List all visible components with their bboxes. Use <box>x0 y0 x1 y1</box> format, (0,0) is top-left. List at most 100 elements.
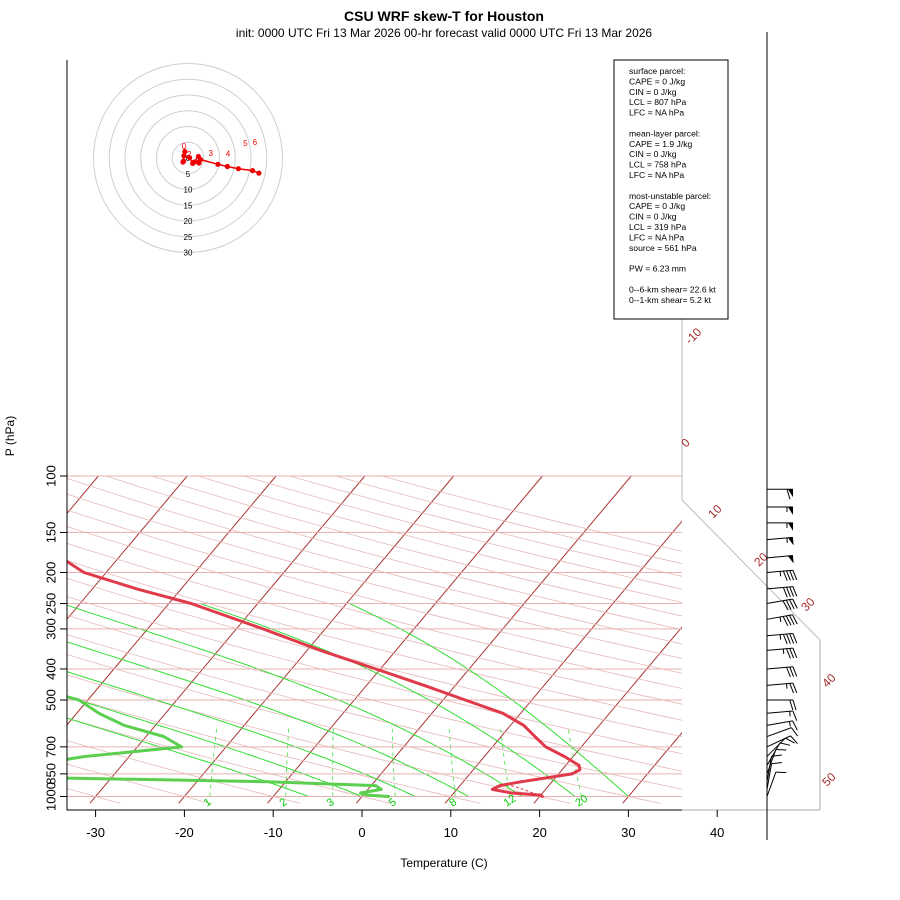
surface-parcel-line: surface parcel: <box>629 66 685 76</box>
barb-feather <box>792 614 798 625</box>
barb-feather <box>782 570 788 581</box>
isotherm <box>67 475 277 726</box>
barb-shaft <box>766 536 793 541</box>
hodograph-ring-label: 5 <box>186 170 191 179</box>
wind-barb-column <box>766 32 799 840</box>
x-tick-label: 10 <box>444 825 458 840</box>
x-tick-label: 40 <box>710 825 724 840</box>
hodograph-point <box>191 159 197 165</box>
isotherm <box>889 476 900 803</box>
dry-adiabat <box>67 526 682 689</box>
moist-adiabat <box>67 717 309 797</box>
mixing-ratio-line <box>499 725 511 797</box>
surface-parcel-line: CIN = 0 J/kg <box>629 87 677 97</box>
isotherm <box>800 476 900 803</box>
barb-feather <box>789 666 795 677</box>
wind-barb <box>766 555 794 564</box>
y-tick-label: 1000 <box>43 782 58 811</box>
barb-flag <box>788 507 793 516</box>
parcel-trace <box>509 784 543 797</box>
barb-half-feather <box>779 616 782 623</box>
isotherm-label: 50 <box>819 770 839 790</box>
mean-layer-parcel-line: mean-layer parcel: <box>629 128 700 138</box>
dry-adiabat <box>67 596 682 755</box>
hodograph-point <box>249 168 256 174</box>
barb-feather <box>785 599 792 610</box>
mixing-ratio-lines <box>209 725 582 797</box>
axis-frame <box>66 60 682 811</box>
barb-feather <box>792 570 798 581</box>
most-unstable-parcel-line: CIN = 0 J/kg <box>629 212 677 222</box>
surface-parcel-line: CAPE = 0 J/kg <box>629 76 685 86</box>
barb-feather <box>792 699 797 711</box>
hodograph-ring-label: 30 <box>184 249 193 258</box>
hodograph-ring <box>108 78 268 238</box>
hodograph-ring <box>156 126 220 190</box>
dry-adiabat <box>197 475 682 603</box>
barb-feather <box>775 748 787 751</box>
barb-feather <box>786 586 791 598</box>
barb-shaft <box>766 727 792 738</box>
wind-barb <box>766 598 798 611</box>
wind-barb <box>766 720 798 731</box>
mixing-ratio-label: 12 <box>502 793 519 810</box>
isotherm <box>0 476 10 803</box>
hodograph-point <box>180 158 187 164</box>
sounding-profiles <box>67 559 582 798</box>
barb-flag <box>788 489 793 498</box>
barb-shaft <box>766 666 793 670</box>
barb-feather <box>792 586 798 597</box>
mixing-ratio-line <box>391 725 396 797</box>
barb-shaft <box>766 749 777 775</box>
isotherm-label: 30 <box>798 595 818 615</box>
hodograph-ring-label: 15 <box>184 201 193 210</box>
dry-adiabat-lines <box>67 475 682 804</box>
isotherm <box>711 476 900 803</box>
barb-feather <box>792 666 798 677</box>
y-tick-label: 200 <box>43 562 58 584</box>
barb-shaft <box>766 720 793 726</box>
isotherm-label: 10 <box>705 502 725 522</box>
surface-parcel-line: LFC = NA hPa <box>629 108 684 118</box>
wind-barb <box>766 762 782 790</box>
barb-shaft <box>766 682 793 686</box>
stats-box-frame <box>613 59 729 320</box>
dry-adiabat <box>67 509 682 674</box>
mixing-ratio-label: 2 <box>278 796 290 809</box>
barb-feather <box>792 710 798 721</box>
dry-adiabat <box>151 475 682 617</box>
hodograph-level-label: 4 <box>226 150 231 159</box>
hodograph-ring-label: 20 <box>184 217 193 226</box>
shear-line: 0--6-km shear= 22.6 kt <box>629 284 716 294</box>
isotherm-lines <box>0 475 900 804</box>
mixing-ratio-label: 5 <box>387 796 399 809</box>
wind-barb <box>766 737 795 757</box>
barb-shaft <box>766 555 793 559</box>
barb-shaft <box>766 735 791 748</box>
wind-barb <box>767 506 793 516</box>
wind-barb <box>766 710 798 721</box>
barb-feather <box>789 599 795 610</box>
barb-feather <box>782 600 789 611</box>
hodograph-point <box>198 156 204 163</box>
barb-shaft <box>766 771 777 797</box>
barb-feather <box>786 667 791 678</box>
barb-half-feather <box>788 721 791 727</box>
y-tick-label: 400 <box>43 658 58 680</box>
barb-feather <box>785 737 795 744</box>
moist-adiabat <box>67 696 363 797</box>
barb-feather <box>775 771 787 774</box>
dry-adiabat <box>67 634 682 790</box>
wind-barb <box>767 488 793 500</box>
hodograph-ring <box>171 141 205 175</box>
wind-barb <box>766 632 798 645</box>
barb-shaft <box>766 737 786 757</box>
barb-feather <box>789 615 795 625</box>
dry-adiabat <box>67 614 682 772</box>
y-tick-label: 850 <box>43 763 58 785</box>
isotherm <box>444 520 682 804</box>
barb-feather <box>786 633 791 644</box>
barb-feather <box>771 754 782 757</box>
